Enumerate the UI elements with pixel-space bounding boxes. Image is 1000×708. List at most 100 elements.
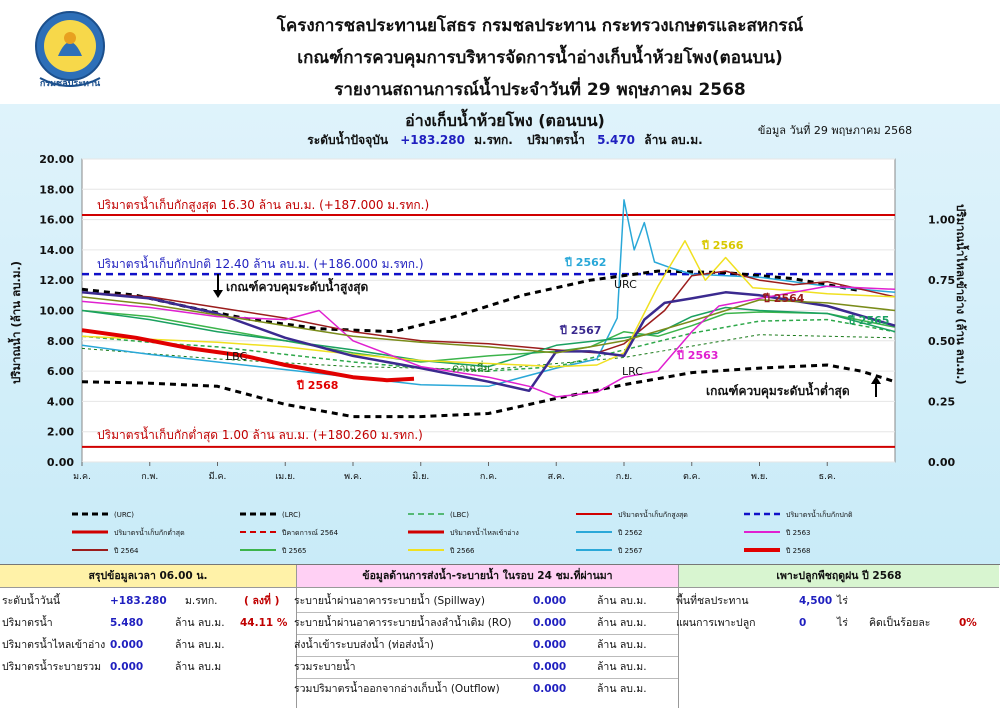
legend-label: ปี 2565: [282, 547, 307, 555]
y-ticks-right: 0.00 0.25 0.50 0.75 1.00: [928, 214, 955, 469]
series-line: [81, 318, 896, 372]
release-row-unit: ล้าน ลบ.ม.: [597, 683, 647, 695]
percent-label: คิดเป็นร้อยละ: [869, 617, 931, 629]
y2567-label: ปี 2567: [559, 324, 602, 337]
water-level-chart: อ่างเก็บน้ำห้วยโพง (ตอนบน) ระดับน้ำปัจจุ…: [7, 108, 970, 555]
annotations: ปริมาตรน้ำเก็บกักสูงสุด 16.30 ล้าน ลบ.ม.…: [97, 196, 889, 443]
y2564-label: ปี 2564: [762, 292, 805, 305]
series-line: [81, 199, 896, 388]
lbc-label: LBC: [226, 350, 247, 363]
chart-subtitle: ระดับน้ำปัจจุบัน +183.280 ม.รทก. ปริมาตร…: [307, 130, 702, 148]
release-row-value: 0.000: [533, 617, 567, 629]
series-line: [81, 291, 896, 393]
y-axis-label: ปริมาณน้ำ (ล้าน ลบ.ม.): [7, 261, 23, 384]
x-tick-label: ม.ค.: [73, 472, 91, 482]
lrc-arrowhead: [871, 376, 881, 384]
legend-label: ปี 2562: [618, 529, 643, 537]
urc-note: เกณฑ์ควบคุมระดับน้ำสูงสุด: [226, 277, 369, 295]
inflow-label: ปริมาตรน้ำไหลเข้าอ่าง: [2, 639, 106, 651]
header-line-3: รายงานสถานการณ์น้ำประจำวันที่ 29 พฤษภาคม…: [334, 80, 746, 100]
y-tick-label: 10.00: [39, 305, 74, 318]
volume-label: ปริมาตรน้ำ: [2, 617, 53, 629]
header-line-2: เกณฑ์การควบคุมการบริหารจัดการน้ำอ่างเก็บ…: [297, 48, 783, 68]
area-unit: ไร่: [837, 595, 848, 607]
release-row-label: ส่งน้ำเข้าระบบส่งน้ำ (ท่อส่งน้ำ): [294, 639, 434, 651]
lrc-note: เกณฑ์ควบคุมระดับน้ำต่ำสุด: [706, 381, 850, 399]
x-tick-label: ก.พ.: [141, 472, 158, 482]
plan-value: 0: [799, 617, 807, 629]
legend-label: ปริมาตรน้ำเก็บกักต่ำสุด: [114, 526, 185, 537]
x-tick-label: พ.ย.: [751, 472, 768, 482]
y2568-label: ปี 2568: [296, 379, 339, 392]
summary-title: สรุปข้อมูลเวลา 06.00 น.: [0, 565, 296, 588]
release-row-label: ระบายน้ำผ่านอาคารระบายน้ำลงลำน้ำเดิม (RO…: [294, 617, 512, 629]
x-tick-label: พ.ค.: [344, 472, 362, 482]
legend-label: ปี 2566: [450, 547, 475, 555]
x-tick-label: เม.ย.: [275, 472, 295, 482]
x-tick-label: ก.ย.: [616, 472, 632, 482]
x-tick-label: ต.ค.: [683, 472, 701, 482]
percent-value: 0%: [959, 617, 977, 629]
release-row-unit: ล้าน ลบ.ม.: [597, 617, 647, 629]
x-tick-label: ธ.ค.: [819, 472, 836, 482]
legend-label: ปีคาดการณ์ 2564: [282, 529, 339, 537]
subtitle-level: +183.280: [400, 133, 465, 147]
y-tick-label: 6.00: [47, 365, 74, 378]
release-column: ข้อมูลด้านการส่งน้ำ-ระบายน้ำ ในรอบ 24 ชม…: [294, 565, 679, 708]
volume-percent: 44.11 %: [240, 617, 288, 629]
release-total-label: ปริมาตรน้ำระบายรวม: [2, 661, 102, 673]
release-row-label: รวมปริมาตรน้ำออกจากอ่างเก็บน้ำ (Outflow): [294, 683, 500, 695]
release-row-value: 0.000: [533, 683, 567, 695]
avg-label: ค่าเฉลี่ย: [452, 360, 490, 375]
release-row-divider: [297, 656, 678, 657]
release-row-unit: ล้าน ลบ.ม.: [597, 661, 647, 673]
inflow-unit: ล้าน ลบ.ม.: [175, 639, 225, 651]
legend-label: ปี 2568: [786, 547, 811, 555]
subtitle-prefix: ระดับน้ำปัจจุบัน: [307, 130, 389, 148]
legend-label: ปี 2563: [786, 529, 811, 537]
legend-label: ปี 2567: [618, 547, 643, 555]
legend: (URC) (LRC) (LBC) ปริมาตรน้ำเก็บกักสูงสุด ปร…: [72, 508, 853, 555]
crop-title: เพาะปลูกพืชฤดูฝน ปี 2568: [679, 565, 999, 588]
y-axis-label-right: ปริมาณน้ำไหลเข้าอ่าง (ล้าน ลบ.ม.): [954, 204, 970, 385]
release-row-divider: [297, 612, 678, 613]
release-total-value: 0.000: [110, 661, 144, 673]
release-row-value: 0.000: [533, 595, 567, 607]
series-line: [81, 285, 896, 398]
y-right-tick-label: 0.50: [928, 335, 955, 348]
crop-column: เพาะปลูกพืชฤดูฝน ปี 2568 พื้นที่ชลประทาน…: [676, 565, 999, 708]
legend-label: ปี 2564: [114, 547, 139, 555]
area-value: 4,500: [799, 595, 833, 607]
y-tick-label: 2.00: [47, 426, 74, 439]
header-line-1: โครงการชลประทานยโสธร กรมชลประทาน กระทรวง…: [276, 16, 804, 36]
series-line: [81, 240, 896, 368]
release-row-label: ระบายน้ำผ่านอาคารระบายน้ำ (Spillway): [294, 595, 485, 607]
series-line: [81, 328, 415, 383]
series-line: [81, 306, 896, 368]
y2565-label: ปี 2565: [847, 314, 890, 327]
lrc-label: LRC: [622, 365, 643, 378]
logo-caption: กรมชลประทาน: [39, 79, 101, 89]
release-title: ข้อมูลด้านการส่งน้ำ-ระบายน้ำ ในรอบ 24 ชม…: [297, 565, 678, 588]
series-line: [81, 296, 896, 354]
y-tick-label: 20.00: [39, 153, 74, 166]
plan-label: แผนการเพาะปลูก: [676, 617, 756, 629]
y-right-tick-label: 0.25: [928, 395, 955, 408]
y2566-label: ปี 2566: [701, 239, 744, 252]
release-total-unit: ล้าน ลบ.ม: [175, 661, 222, 673]
legend-label: (URC): [114, 511, 134, 519]
release-row-label: รวมระบายน้ำ: [294, 661, 356, 673]
normal-storage-label: ปริมาตรน้ำเก็บกักปกติ 12.40 ล้าน ลบ.ม. (…: [97, 255, 424, 271]
volume-unit: ล้าน ลบ.ม.: [175, 617, 225, 629]
x-tick-label: มี.ค.: [209, 471, 227, 482]
y-right-tick-label: 0.75: [928, 274, 955, 287]
y-tick-label: 0.00: [47, 456, 74, 469]
subtitle-volume-label: ปริมาตรน้ำ: [527, 130, 585, 147]
min-storage-label: ปริมาตรน้ำเก็บกักต่ำสุด 1.00 ล้าน ลบ.ม. …: [97, 426, 423, 443]
legend-label: ปริมาตรน้ำเก็บกักปกติ: [786, 508, 853, 519]
subtitle-level-unit: ม.รทก.: [474, 133, 513, 147]
subtitle-volume: 5.470: [597, 133, 635, 147]
x-tick-label: มิ.ย.: [412, 471, 429, 482]
rid-logo-icon: [35, 11, 105, 87]
legend-label: ปริมาตรน้ำเก็บกักสูงสุด: [618, 508, 688, 519]
